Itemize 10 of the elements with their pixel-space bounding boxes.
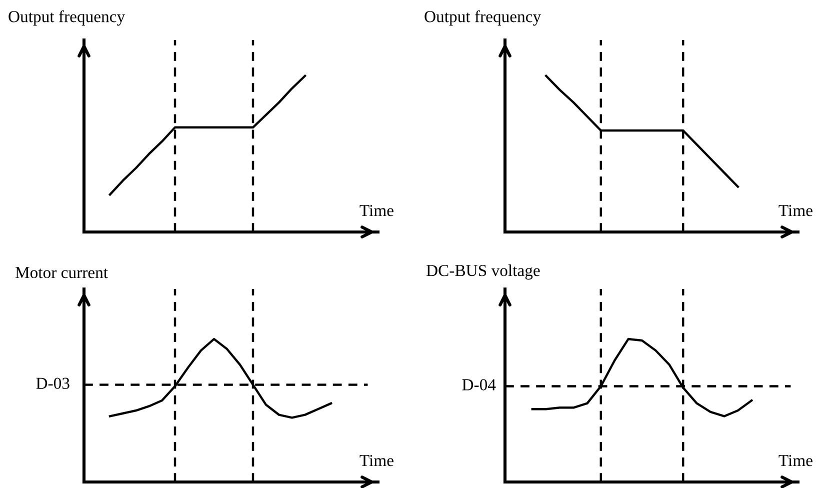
y-axis-title: Output frequency [424, 10, 542, 26]
x-axis-title: Time [778, 204, 812, 216]
ref-line-label: D-03 [36, 378, 70, 389]
y-axis-title: Output frequency [8, 10, 126, 26]
ref-line-label: D-04 [462, 379, 496, 390]
x-axis-title: Time [360, 204, 394, 216]
y-axis-title: Motor current [15, 267, 108, 278]
x-axis-title: Time [360, 454, 394, 466]
y-axis-title: DC-BUS voltage [426, 264, 540, 280]
x-axis-title: Time [778, 454, 812, 466]
